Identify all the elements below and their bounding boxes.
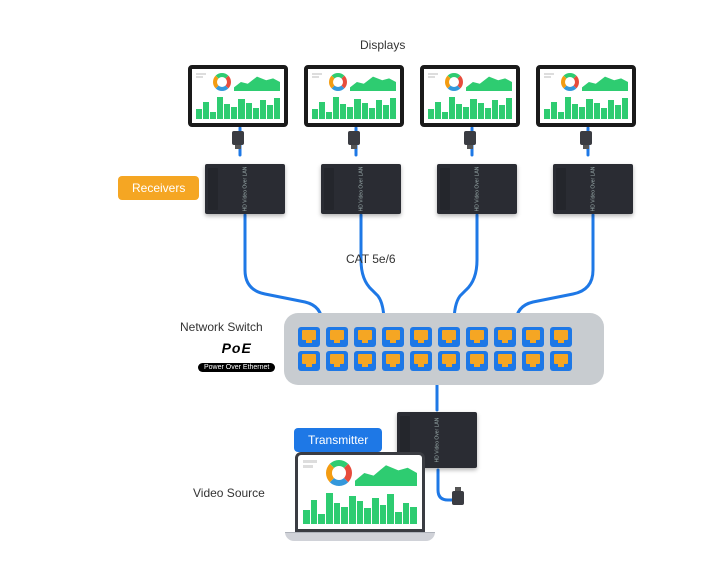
switch-port (298, 327, 320, 347)
display-monitor (536, 65, 636, 127)
switch-port (410, 327, 432, 347)
connector-plug (232, 131, 244, 145)
connector-plug (580, 131, 592, 145)
switch-port (522, 351, 544, 371)
displays-label: Displays (360, 38, 405, 52)
connector-plug (348, 131, 360, 145)
switch-port (326, 327, 348, 347)
switch-port (410, 351, 432, 371)
switch-port (466, 327, 488, 347)
switch-port (382, 351, 404, 371)
receiver-device: HD Video Over LAN (321, 164, 401, 214)
cable (454, 215, 477, 323)
connector-plug (464, 131, 476, 145)
switch-port (494, 351, 516, 371)
poe-label: PoE Power Over Ethernet (198, 340, 275, 374)
receiver-device: HD Video Over LAN (205, 164, 285, 214)
video-source-label: Video Source (193, 486, 265, 500)
switch-port (550, 351, 572, 371)
display-monitor (188, 65, 288, 127)
receiver-device: HD Video Over LAN (553, 164, 633, 214)
switch-port (466, 351, 488, 371)
connector-plug (452, 491, 464, 505)
network-switch-label: Network Switch (180, 320, 263, 334)
switch-port (382, 327, 404, 347)
cable (516, 215, 593, 323)
switch-port (354, 327, 376, 347)
switch-port (354, 351, 376, 371)
display-monitor (420, 65, 520, 127)
display-monitor (304, 65, 404, 127)
receiver-device: HD Video Over LAN (437, 164, 517, 214)
switch-port (298, 351, 320, 371)
cable-type-label: CAT 5e/6 (346, 252, 396, 266)
switch-port (522, 327, 544, 347)
laptop-video-source (295, 452, 435, 541)
switch-port (494, 327, 516, 347)
cable (245, 215, 322, 323)
network-switch (284, 313, 604, 385)
switch-port (438, 351, 460, 371)
receivers-badge: Receivers (118, 176, 199, 200)
cable (361, 215, 384, 323)
switch-port (438, 327, 460, 347)
switch-port (550, 327, 572, 347)
transmitter-badge: Transmitter (294, 428, 382, 452)
switch-port (326, 351, 348, 371)
